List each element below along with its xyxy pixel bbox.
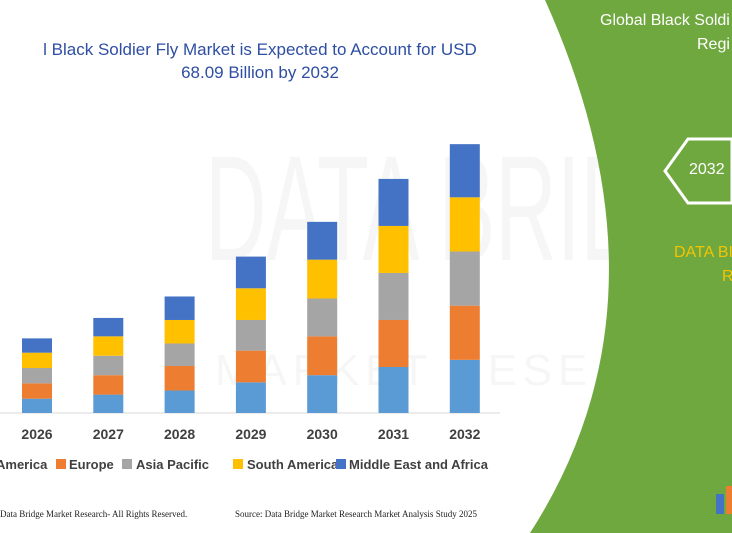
x-tick-label: 2026: [21, 426, 52, 442]
bar-segment: [235, 350, 266, 383]
bar-segment: [93, 317, 124, 337]
title-line-1: l Black Soldier Fly Market is Expected t…: [43, 40, 477, 59]
bars-group: [22, 144, 480, 413]
legend-swatch: [336, 459, 346, 469]
panel-heading-1: Global Black Soldi: [600, 12, 730, 29]
legend-label: South America: [247, 457, 339, 472]
bar-segment: [164, 390, 195, 413]
x-tick-label: 2030: [307, 426, 338, 442]
bar-segment: [22, 352, 52, 369]
footer-copyright: Data Bridge Market Research- All Rights …: [0, 509, 188, 519]
right-panel: [530, 0, 732, 533]
bar-segment: [235, 319, 266, 351]
bar-segment: [449, 197, 480, 252]
bar-segment: [449, 251, 480, 306]
bar-segment: [449, 305, 480, 360]
bar-segment: [164, 365, 195, 391]
hexagon-badge: [663, 137, 732, 205]
legend-label: Europe: [69, 457, 114, 472]
bar-segment: [93, 336, 124, 356]
legend-swatch: [122, 459, 132, 469]
bar-segment: [164, 343, 195, 366]
bar-segment: [378, 367, 409, 413]
legend: America Europe Asia Pacific South America Mi…: [0, 457, 489, 472]
bar-segment: [93, 375, 124, 395]
logo-icon: [716, 494, 724, 514]
bar-segment: [378, 319, 409, 367]
bar-segment: [93, 355, 124, 376]
legend-swatch: [56, 459, 66, 469]
bar-segment: [378, 272, 409, 320]
x-tick-label: 2029: [235, 426, 266, 442]
bar-segment: [164, 319, 195, 344]
bar-segment: [307, 336, 338, 376]
panel-heading-2: Regi: [697, 36, 730, 53]
bar-segment: [378, 178, 409, 226]
footer-source: Source: Data Bridge Market Research Mark…: [235, 509, 477, 519]
bar-segment: [235, 288, 266, 320]
brand-line-2: R: [722, 268, 732, 285]
bar-segment: [378, 225, 409, 273]
title-line-2: 68.09 Billion by 2032: [181, 63, 339, 82]
bar-segment: [307, 221, 338, 260]
x-tick-label: 2028: [164, 426, 195, 442]
bar-segment: [22, 338, 52, 353]
bar-segment: [22, 368, 52, 384]
chart-title: l Black Soldier Fly Market is Expected t…: [0, 38, 520, 84]
bar-segment: [235, 382, 266, 413]
hex-year: 2032: [689, 161, 725, 178]
legend-label: America: [0, 457, 48, 472]
bar-segment: [93, 394, 124, 413]
legend-swatch: [233, 459, 243, 469]
brand-line-1: DATA BI: [674, 244, 732, 261]
bar-segment: [22, 398, 52, 413]
tick-labels: 2026 2027 2028 2029 2030 2031 2032: [21, 426, 480, 442]
x-tick-label: 2031: [378, 426, 409, 442]
bar-segment: [235, 256, 266, 289]
bar-segment: [164, 296, 195, 320]
x-tick-label: 2032: [449, 426, 480, 442]
bar-segment: [449, 144, 480, 198]
x-tick-label: 2027: [93, 426, 124, 442]
legend-label: Middle East and Africa: [349, 457, 489, 472]
bar-segment: [307, 375, 338, 413]
bar-segment: [307, 259, 338, 299]
legend-label: Asia Pacific: [136, 457, 209, 472]
bar-segment: [307, 298, 338, 337]
bar-segment: [22, 383, 52, 399]
bar-segment: [449, 359, 480, 413]
